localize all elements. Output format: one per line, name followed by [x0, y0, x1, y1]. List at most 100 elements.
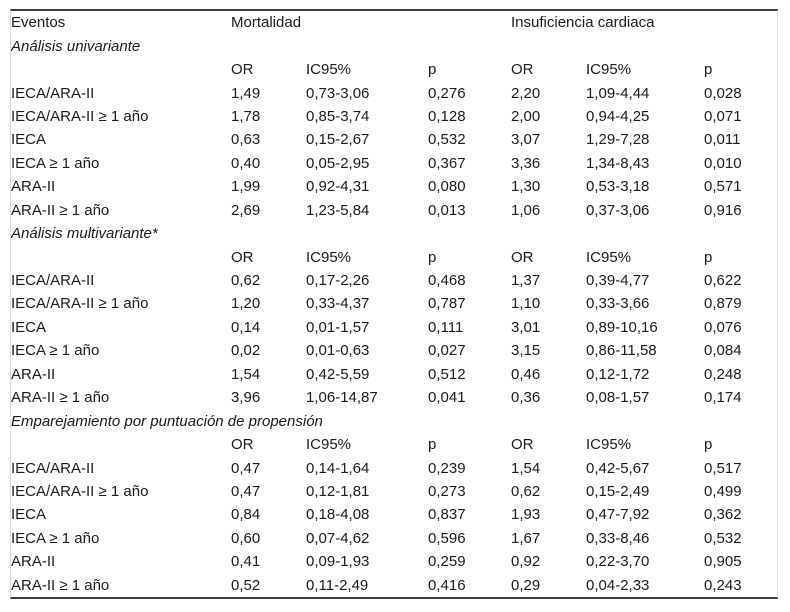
col-header-p: p: [704, 248, 713, 266]
value-cell: 0,174: [704, 389, 742, 407]
value-cell: 0,42-5,59: [306, 365, 370, 383]
value-cell: 1,54: [511, 459, 541, 477]
value-cell: 0,259: [428, 553, 466, 571]
value-cell: 0,15-2,67: [306, 131, 370, 149]
row-label: IECA/ARA-II: [11, 272, 95, 290]
value-cell: 0,248: [704, 365, 742, 383]
value-cell: 0,084: [704, 342, 742, 360]
value-cell: 0,36: [511, 389, 541, 407]
empty-cell: [11, 245, 231, 268]
row-label: ARA-II: [11, 365, 56, 383]
col-header-or: OR: [511, 248, 534, 266]
value-cell: 0,028: [704, 84, 742, 102]
data-row: IECA ≥ 1 año 0,02 0,01-0,63 0,027 3,15 0,86-1…: [11, 339, 779, 362]
value-cell: 0,14: [231, 318, 261, 336]
value-cell: 2,20: [511, 84, 541, 102]
col-header-p: p: [428, 436, 437, 454]
value-cell: 0,080: [428, 178, 466, 196]
row-label: IECA/ARA-II: [11, 84, 95, 102]
value-cell: 1,06-14,87: [306, 389, 378, 407]
row-label: IECA/ARA-II ≥ 1 año: [11, 107, 149, 125]
value-cell: 0,12-1,81: [306, 482, 370, 500]
data-row: ARA-II 0,41 0,09-1,93 0,259 0,92 0,22-3,70 0,9…: [11, 550, 779, 573]
value-cell: 0,39-4,77: [586, 272, 650, 290]
value-cell: 0,17-2,26: [306, 272, 370, 290]
empty-cell: [11, 433, 231, 456]
value-cell: 0,879: [704, 295, 742, 313]
col-header-ic95: IC95%: [586, 61, 632, 79]
col-header-or: OR: [231, 248, 254, 266]
col-header-ic95: IC95%: [306, 248, 352, 266]
data-row: IECA/ARA-II ≥ 1 año 1,78 0,85-3,74 0,128 2,0…: [11, 105, 779, 128]
data-row: IECA 0,63 0,15-2,67 0,532 3,07 1,29-7,28 0,011: [11, 128, 779, 151]
value-cell: 1,20: [231, 295, 261, 313]
value-cell: 3,96: [231, 389, 261, 407]
value-cell: 0,027: [428, 342, 466, 360]
value-cell: 0,01-1,57: [306, 318, 370, 336]
value-cell: 0,29: [511, 576, 541, 594]
value-cell: 1,93: [511, 506, 541, 524]
value-cell: 0,041: [428, 389, 466, 407]
value-cell: 0,07-4,62: [306, 529, 370, 547]
value-cell: 0,33-4,37: [306, 295, 370, 313]
section-title-row: Emparejamiento por puntuación de propens…: [11, 409, 779, 432]
value-cell: 0,09-1,93: [306, 553, 370, 571]
row-label: IECA ≥ 1 año: [11, 342, 100, 360]
row-label: IECA ≥ 1 año: [11, 529, 100, 547]
value-cell: 0,128: [428, 107, 466, 125]
value-cell: 1,49: [231, 84, 261, 102]
value-cell: 1,23-5,84: [306, 201, 370, 219]
value-cell: 0,52: [231, 576, 261, 594]
header-events: Eventos: [11, 14, 66, 32]
data-row: IECA ≥ 1 año 0,40 0,05-2,95 0,367 3,36 1,34-8…: [11, 152, 779, 175]
value-cell: 0,622: [704, 272, 742, 290]
value-cell: 0,63: [231, 131, 261, 149]
value-cell: 0,111: [428, 318, 464, 336]
section-title: Emparejamiento por puntuación de propens…: [11, 412, 323, 430]
value-cell: 0,076: [704, 318, 742, 336]
value-cell: 1,54: [231, 365, 261, 383]
value-cell: 0,22-3,70: [586, 553, 650, 571]
col-header-ic95: IC95%: [586, 248, 632, 266]
value-cell: 0,367: [428, 154, 466, 172]
data-row: ARA-II 1,54 0,42-5,59 0,512 0,46 0,12-1,72 0,2…: [11, 363, 779, 386]
value-cell: 0,243: [704, 576, 742, 594]
section-title: Análisis univariante: [11, 37, 141, 55]
value-cell: 3,07: [511, 131, 541, 149]
section-title: Análisis multivariante*: [11, 225, 158, 243]
value-cell: 0,273: [428, 482, 466, 500]
value-cell: 0,14-1,64: [306, 459, 370, 477]
data-row: IECA/ARA-II ≥ 1 año 1,20 0,33-4,37 0,787 1,1…: [11, 292, 779, 315]
data-row: IECA 0,84 0,18-4,08 0,837 1,93 0,47-7,92 0,362: [11, 503, 779, 526]
value-cell: 0,071: [704, 107, 742, 125]
value-cell: 0,84: [231, 506, 261, 524]
value-cell: 0,571: [704, 178, 742, 196]
value-cell: 0,905: [704, 553, 742, 571]
section-title-row: Análisis univariante: [11, 34, 779, 57]
table-header-row: Eventos Mortalidad Insuficiencia cardiac…: [11, 11, 779, 34]
value-cell: 1,06: [511, 201, 541, 219]
row-label: ARA-II: [11, 553, 56, 571]
value-cell: 0,53-3,18: [586, 178, 650, 196]
row-label: IECA ≥ 1 año: [11, 154, 100, 172]
column-header-row: OR IC95% p OR IC95% p: [11, 58, 779, 81]
value-cell: 2,69: [231, 201, 261, 219]
data-row: ARA-II ≥ 1 año 0,52 0,11-2,49 0,416 0,29 0,04…: [11, 574, 779, 597]
value-cell: 2,00: [511, 107, 541, 125]
col-header-ic95: IC95%: [306, 436, 352, 454]
row-label: IECA: [11, 131, 47, 149]
value-cell: 1,37: [511, 272, 541, 290]
section-title-row: Análisis multivariante*: [11, 222, 779, 245]
row-label: ARA-II: [11, 178, 56, 196]
col-header-p: p: [704, 436, 713, 454]
value-cell: 0,916: [704, 201, 742, 219]
value-cell: 0,787: [428, 295, 466, 313]
col-header-or: OR: [511, 61, 534, 79]
empty-cell: [11, 58, 231, 81]
value-cell: 0,47: [231, 482, 261, 500]
value-cell: 0,01-0,63: [306, 342, 370, 360]
value-cell: 0,362: [704, 506, 742, 524]
value-cell: 0,40: [231, 154, 261, 172]
col-header-p: p: [704, 61, 713, 79]
header-insuficiencia-cardiaca: Insuficiencia cardiaca: [511, 14, 655, 32]
